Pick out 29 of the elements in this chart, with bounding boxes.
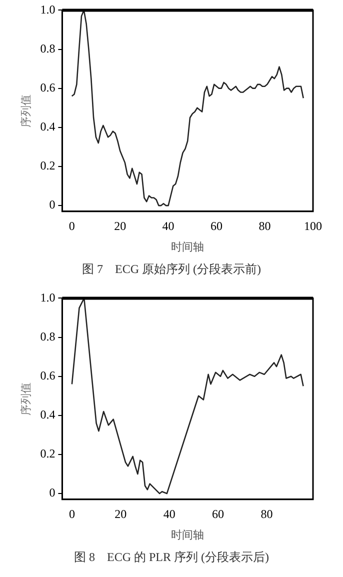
x-tick-label: 40 [163, 506, 176, 521]
x-tick-label: 0 [68, 506, 75, 521]
y-tick-label: 1.0 [40, 2, 56, 16]
x-tick-label: 40 [162, 218, 174, 233]
x-tick-label: 20 [114, 218, 126, 233]
x-axis-title: 时间轴 [171, 528, 204, 542]
text: 图 7 ECG 原始序列 (分段表示前) [81, 261, 262, 278]
y-tick-label: 0.6 [40, 368, 56, 382]
y-tick-label: 0 [49, 198, 56, 212]
x-tick-label: 80 [258, 218, 271, 233]
x-tick-label: 60 [212, 506, 224, 521]
y-tick-label: 0.2 [40, 446, 56, 461]
y-tick-label: 0.8 [40, 329, 56, 344]
y-tick-label: 0.6 [40, 80, 56, 94]
y-tick-label: 0.4 [40, 408, 56, 422]
x-axis-title: 时间轴 [171, 240, 204, 254]
y-tick-label: 1.0 [40, 290, 56, 304]
y-tick-label: 0.2 [40, 158, 56, 173]
y-tick-label: 0.4 [40, 120, 56, 134]
y-tick-label: 0.8 [40, 41, 56, 56]
y-tick-label: 0 [49, 486, 56, 500]
x-tick-label: 80 [260, 506, 273, 521]
y-axis-title: 序列值 [19, 94, 32, 128]
x-tick-label: 100 [304, 218, 322, 233]
x-tick-label: 20 [114, 506, 127, 521]
x-tick-label: 60 [210, 218, 223, 233]
x-tick-label: 0 [68, 218, 75, 233]
text: 图 8 ECG 的 PLR 序列 (分段表示后) [73, 549, 270, 566]
y-axis-title: 序列值 [19, 382, 32, 416]
